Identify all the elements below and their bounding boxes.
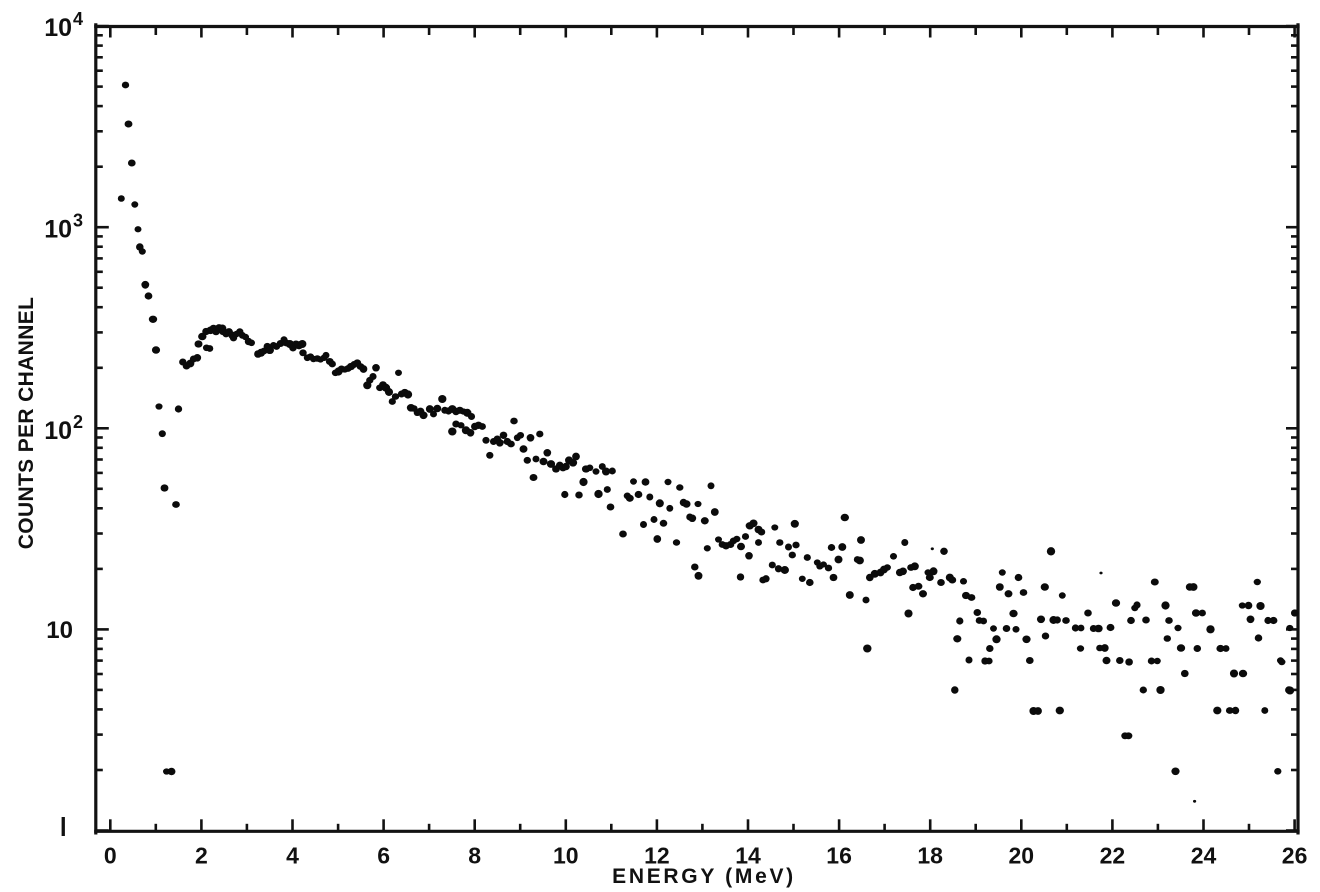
- svg-text:4: 4: [286, 842, 299, 868]
- svg-text:22: 22: [1100, 842, 1126, 868]
- svg-text:10: 10: [44, 216, 72, 244]
- svg-text:COUNTS PER CHANNEL: COUNTS PER CHANNEL: [15, 297, 38, 549]
- svg-text:6: 6: [377, 842, 390, 868]
- svg-text:14: 14: [735, 842, 761, 868]
- svg-text:2: 2: [195, 842, 208, 868]
- svg-text:10: 10: [44, 417, 72, 445]
- svg-text:12: 12: [644, 842, 670, 868]
- svg-text:ENERGY (MeV): ENERGY (MeV): [612, 865, 796, 888]
- svg-text:16: 16: [826, 842, 852, 868]
- svg-text:8: 8: [468, 842, 481, 868]
- svg-text:26: 26: [1282, 842, 1308, 868]
- svg-text:4: 4: [73, 9, 83, 29]
- svg-text:10: 10: [553, 842, 579, 868]
- svg-text:24: 24: [1191, 842, 1217, 868]
- svg-text:3: 3: [73, 211, 83, 231]
- svg-text:2: 2: [73, 412, 83, 432]
- svg-text:10: 10: [46, 617, 73, 644]
- svg-text:0: 0: [104, 842, 117, 868]
- svg-text:18: 18: [917, 842, 943, 868]
- svg-text:10: 10: [44, 14, 72, 42]
- svg-text:20: 20: [1009, 842, 1035, 868]
